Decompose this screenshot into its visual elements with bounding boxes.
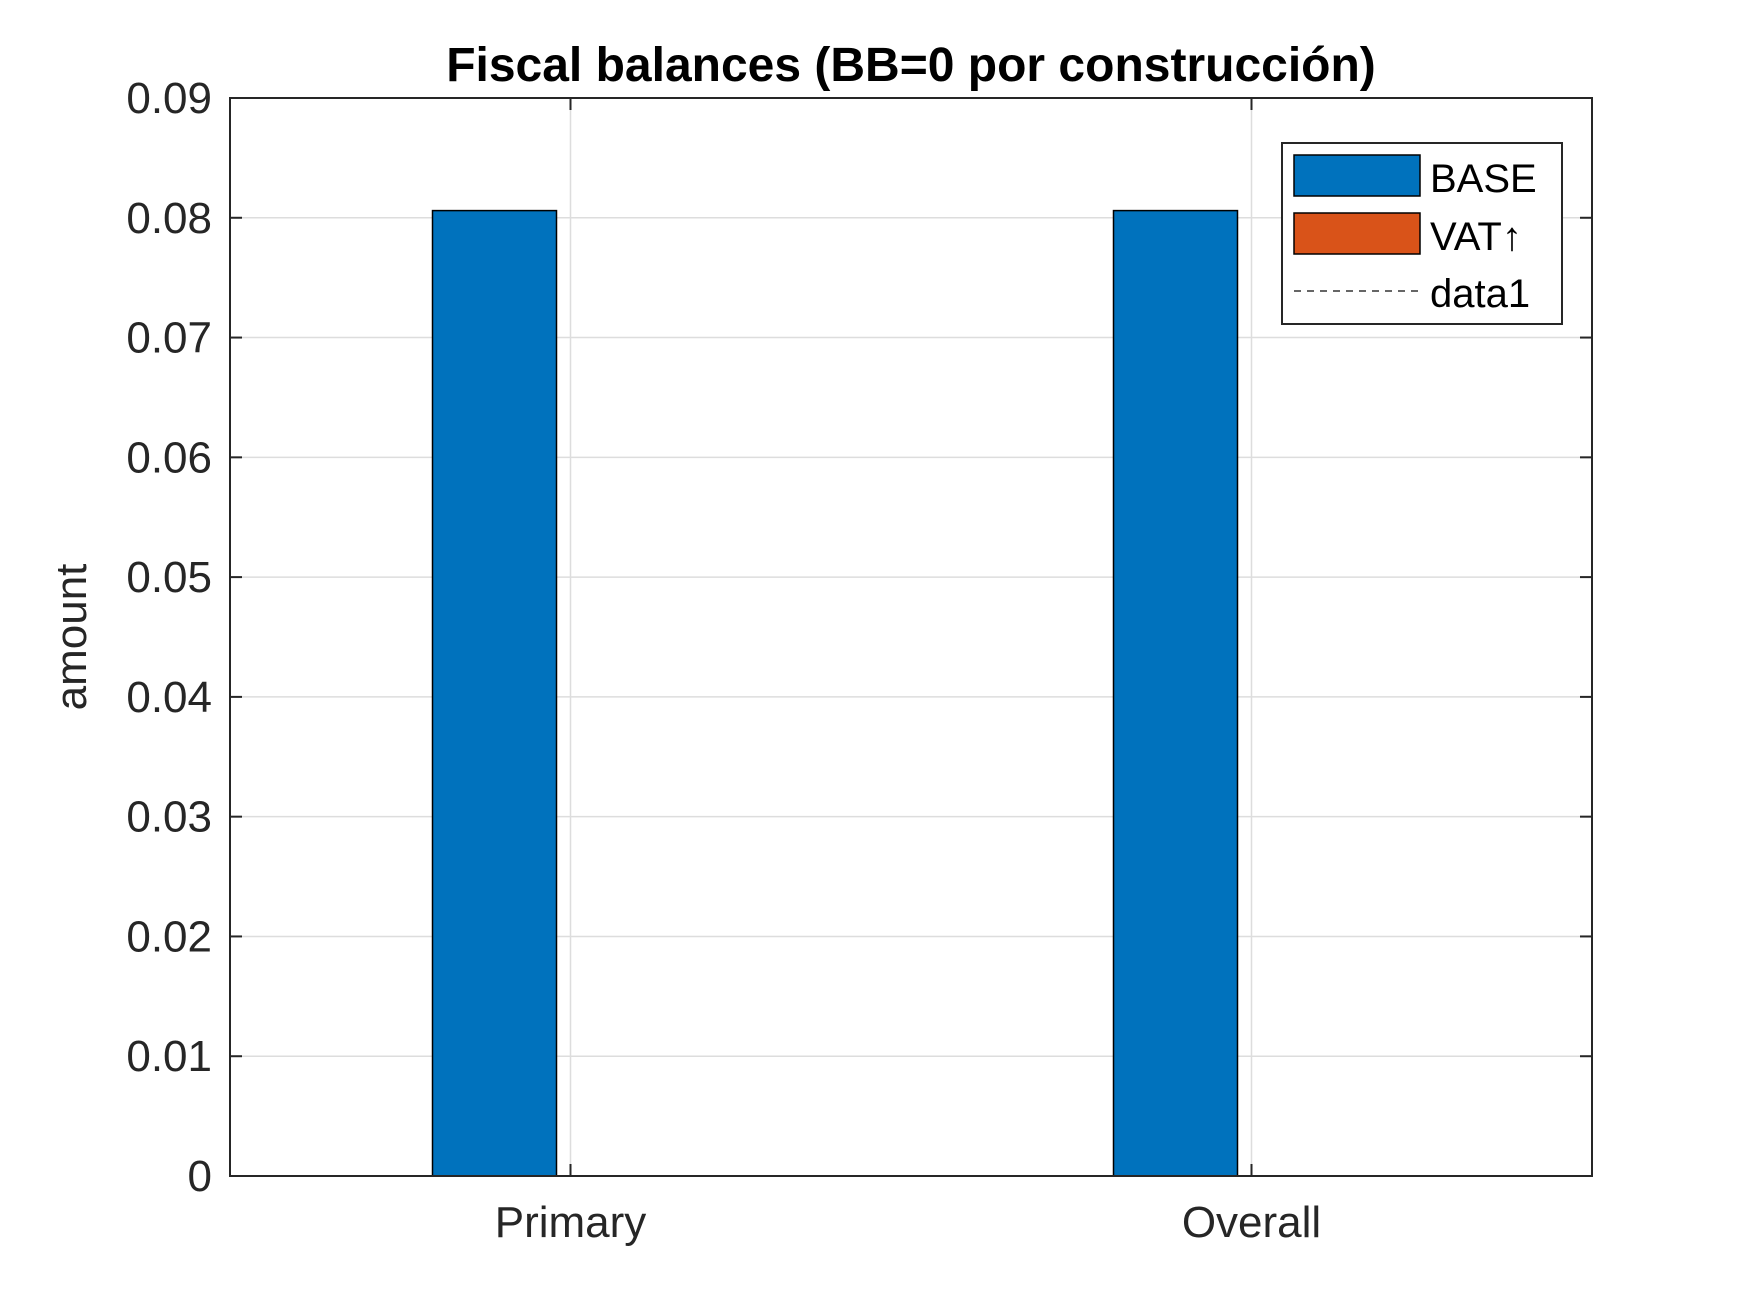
y-tick-label: 0.07 bbox=[126, 314, 212, 363]
x-tick-label: Primary bbox=[495, 1198, 647, 1247]
legend-swatch-base bbox=[1293, 154, 1421, 197]
x-tick-label: Overall bbox=[1182, 1198, 1321, 1247]
y-tick-label: 0.01 bbox=[126, 1032, 212, 1081]
legend: BASE VAT↑ data1 bbox=[1281, 142, 1563, 325]
chart-title: Fiscal balances (BB=0 por construcción) bbox=[446, 39, 1376, 92]
plot-frame bbox=[229, 97, 1593, 1177]
x-tick-labels: Primary Overall bbox=[495, 1198, 1321, 1247]
y-axis-label: amount bbox=[47, 564, 96, 711]
y-tick-label: 0.03 bbox=[126, 793, 212, 842]
bar-base-primary bbox=[431, 209, 558, 1177]
y-tick-labels: 0 0.01 0.02 0.03 0.04 0.05 0.06 0.07 0.08 0.09 bbox=[126, 74, 212, 1201]
y-tick-label: 0.02 bbox=[126, 912, 212, 961]
legend-label-data1: data1 bbox=[1430, 272, 1530, 316]
legend-swatch-vat bbox=[1293, 212, 1421, 255]
y-tick-label: 0 bbox=[188, 1152, 212, 1201]
legend-label-base: BASE bbox=[1430, 157, 1537, 201]
y-tick-label: 0.05 bbox=[126, 553, 212, 602]
y-tick-label: 0.04 bbox=[126, 673, 212, 722]
y-tick-label: 0.09 bbox=[126, 74, 212, 123]
legend-label-vat: VAT↑ bbox=[1430, 215, 1522, 259]
bar-base-overall bbox=[1112, 209, 1239, 1177]
y-tick-label: 0.08 bbox=[126, 194, 212, 243]
axis-ticks bbox=[230, 97, 1592, 1177]
bars bbox=[431, 209, 1391, 1177]
y-tick-label: 0.06 bbox=[126, 433, 212, 482]
